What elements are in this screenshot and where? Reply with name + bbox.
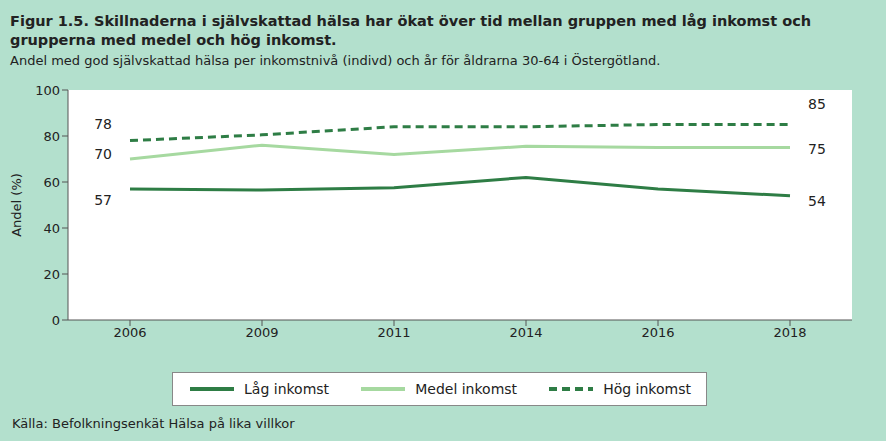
svg-text:20: 20 <box>43 267 60 282</box>
svg-text:80: 80 <box>43 129 60 144</box>
html-text:Låg inkomst: Låg inkomst <box>244 381 330 397</box>
svg-text:70: 70 <box>94 146 112 162</box>
svg-text:Andel (%): Andel (%) <box>9 173 24 237</box>
svg-text:2006: 2006 <box>113 325 146 340</box>
svg-text:60: 60 <box>43 175 60 190</box>
svg-text:57: 57 <box>94 192 112 208</box>
svg-text:2018: 2018 <box>773 325 806 340</box>
html-text:Figur 1.5. Skillnaderna i själ: Figur 1.5. Skillnaderna i självskattad h… <box>10 13 812 48</box>
svg-text:85: 85 <box>808 96 826 112</box>
svg-text:78: 78 <box>94 116 112 132</box>
svg-text:2009: 2009 <box>245 325 278 340</box>
svg-text:2016: 2016 <box>641 325 674 340</box>
svg-text:75: 75 <box>808 141 826 157</box>
svg-text:2011: 2011 <box>377 325 410 340</box>
html-text:Andel med god självskattad häl: Andel med god självskattad hälsa per ink… <box>10 53 661 68</box>
svg-text:100: 100 <box>35 83 60 98</box>
svg-text:40: 40 <box>43 221 60 236</box>
html-text:Hög inkomst: Hög inkomst <box>603 381 691 397</box>
html-text:Medel inkomst: Medel inkomst <box>415 381 518 397</box>
svg-text:54: 54 <box>808 193 826 209</box>
svg-text:2014: 2014 <box>509 325 542 340</box>
svg-text:0: 0 <box>52 313 60 328</box>
html-text:Källa: Befolkningsenkät Hälsa: Källa: Befolkningsenkät Hälsa på lika vi… <box>12 416 295 431</box>
